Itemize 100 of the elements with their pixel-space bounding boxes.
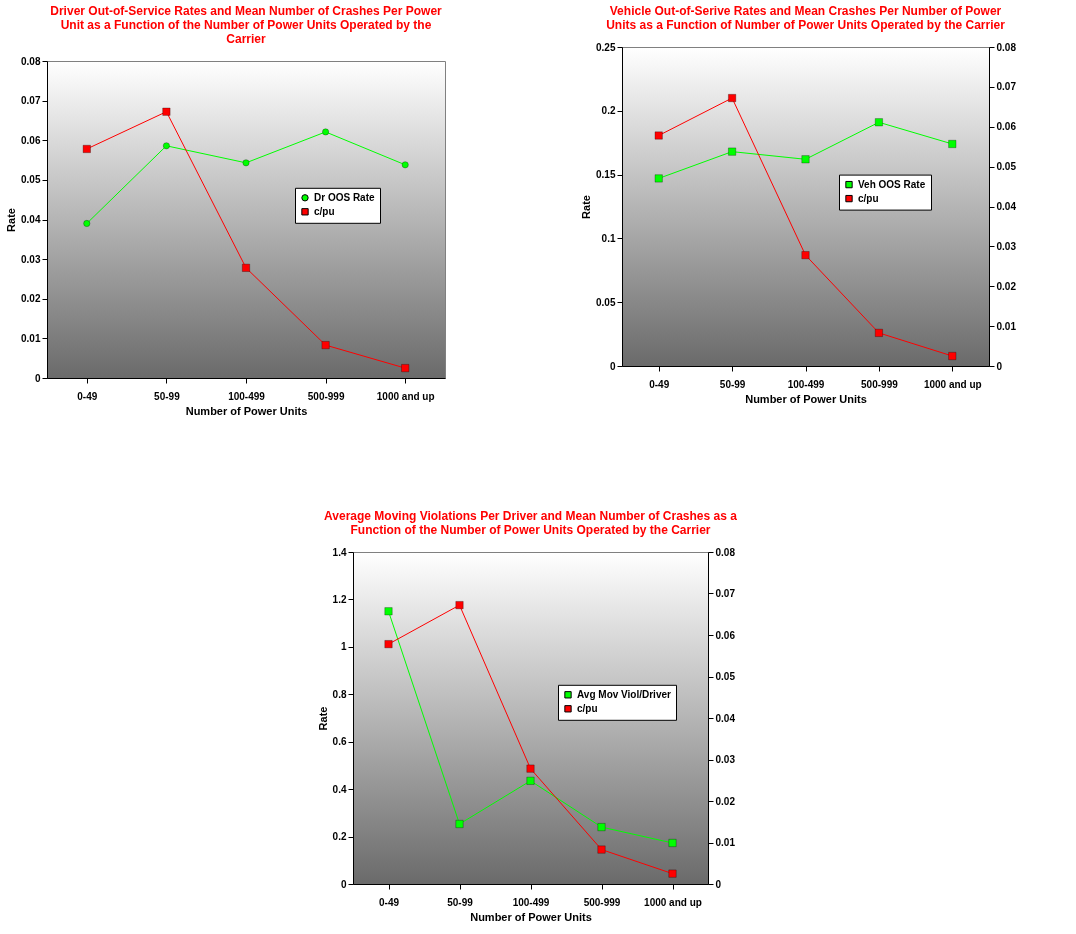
- point: [526, 764, 535, 773]
- point: [401, 364, 410, 372]
- y-axis-title: Rate: [580, 195, 593, 219]
- point: [401, 161, 409, 169]
- point: [654, 174, 663, 183]
- x-tick-label: 100-499: [787, 378, 825, 390]
- y2-tick-label: 0.08: [996, 41, 1017, 53]
- y2-tick-label: 0.01: [715, 837, 736, 848]
- legend-label: c/pu: [577, 702, 598, 714]
- y-tick-label: 0: [340, 878, 347, 890]
- y-tick-label: 0.2: [601, 105, 616, 117]
- x-tick-label: 0-49: [378, 896, 400, 908]
- point: [455, 820, 464, 828]
- point: [322, 128, 329, 136]
- x-tick-label: 0-49: [649, 378, 670, 390]
- y2-tick-label: 0.06: [996, 121, 1017, 133]
- legend-label: c/pu: [858, 192, 879, 204]
- y2-tick-label: 0.03: [996, 240, 1017, 252]
- point: [875, 118, 883, 127]
- y-tick-label: 0.1: [601, 232, 616, 244]
- y2-tick-label: 0: [715, 878, 722, 890]
- y-tick-label: 0.08: [21, 55, 41, 67]
- y2-tick-label: 0.06: [715, 629, 736, 641]
- x-tick-label: 1000 and up: [923, 378, 982, 390]
- point: [455, 601, 464, 609]
- point: [801, 155, 810, 164]
- x-axis-title: Number of Power Units: [470, 910, 592, 923]
- y-tick-label: 0: [609, 360, 616, 372]
- y-axis-title: Rate: [5, 208, 18, 232]
- x-tick-label: 100-499: [512, 896, 550, 908]
- y-tick-label: 0.02: [21, 293, 41, 305]
- point: [163, 142, 170, 150]
- chart-title: Driver Out-of-Service Rates and Mean Number of Crashes Per Power Unit as a Function of the Number of Power Units Operated by the Carrier: [50, 4, 443, 46]
- legend-label: c/pu: [314, 205, 335, 217]
- y-tick-label: 0.4: [332, 783, 347, 795]
- y-tick-label: 0: [34, 372, 41, 384]
- x-tick-label: 500-999: [861, 378, 899, 390]
- y-tick-label: 0.15: [596, 169, 616, 181]
- point: [875, 329, 883, 337]
- legend-label: Dr OOS Rate: [314, 191, 376, 203]
- point: [83, 220, 91, 227]
- point: [597, 845, 606, 854]
- point: [728, 94, 736, 102]
- point: [948, 140, 957, 148]
- y2-tick-label: 0.07: [715, 588, 736, 599]
- y-tick-label: 0.6: [332, 736, 347, 748]
- y-tick-label: 0.06: [21, 134, 41, 146]
- y2-tick-label: 0: [996, 360, 1003, 372]
- x-tick-label: 1000 and up: [644, 896, 702, 908]
- x-tick-label: 500-999: [307, 390, 345, 402]
- chart-title: Vehicle Out-of-Serive Rates and Mean Crashes Per Number of Power Units as a Function of Number of Power Units Operated by the Carrier: [606, 4, 1006, 32]
- point: [242, 159, 250, 167]
- point: [728, 147, 736, 156]
- y-tick-label: 0.05: [21, 174, 41, 186]
- y2-tick-label: 0.04: [996, 201, 1017, 212]
- x-tick-label: 500-999: [583, 896, 621, 908]
- x-tick-label: 50-99: [154, 390, 181, 402]
- x-tick-label: 50-99: [719, 378, 746, 390]
- y-tick-label: 0.8: [332, 688, 347, 700]
- point: [668, 869, 677, 878]
- x-tick-label: 0-49: [77, 390, 98, 402]
- y-tick-label: 0.07: [21, 95, 41, 107]
- point: [948, 352, 957, 360]
- y-tick-label: 0.25: [596, 41, 616, 53]
- legend-label: Avg Mov Viol/Driver: [577, 688, 672, 700]
- point: [162, 107, 171, 116]
- y-tick-label: 1.4: [332, 546, 347, 558]
- point: [384, 607, 393, 616]
- y2-tick-label: 0.04: [715, 712, 736, 724]
- chart-title: Average Moving Violations Per Driver and Mean Number of Crashes as a Function of the Number of Power Units Operated by the Carrier: [324, 509, 738, 537]
- point: [597, 823, 606, 831]
- point: [321, 341, 330, 349]
- y-tick-label: 1.2: [332, 593, 347, 605]
- y2-tick-label: 0.02: [996, 280, 1017, 292]
- point: [654, 131, 663, 140]
- y2-tick-label: 0.07: [996, 81, 1017, 93]
- legend-label: Veh OOS Rate: [858, 178, 926, 190]
- y2-tick-label: 0.02: [715, 795, 736, 807]
- y-tick-label: 0.2: [332, 831, 347, 843]
- point: [82, 145, 91, 153]
- x-tick-label: 1000 and up: [376, 390, 435, 402]
- point: [242, 263, 250, 272]
- y2-tick-label: 0.05: [715, 671, 736, 682]
- point: [668, 839, 677, 847]
- y2-tick-label: 0.08: [715, 546, 736, 558]
- y-tick-label: 0.04: [21, 214, 41, 225]
- x-axis-title: Number of Power Units: [185, 404, 308, 417]
- y-tick-label: 0.03: [21, 253, 41, 265]
- y-tick-label: 1: [340, 641, 347, 653]
- point: [526, 776, 535, 785]
- x-tick-label: 100-499: [228, 390, 266, 402]
- y-axis-title: Rate: [316, 706, 329, 731]
- point: [384, 640, 393, 648]
- x-tick-label: 50-99: [447, 896, 474, 908]
- y-tick-label: 0.01: [21, 332, 41, 344]
- y-tick-label: 0.05: [596, 296, 616, 308]
- point: [801, 251, 810, 260]
- y2-tick-label: 0.01: [996, 320, 1017, 332]
- y2-tick-label: 0.03: [715, 754, 736, 765]
- y2-tick-label: 0.05: [996, 161, 1017, 173]
